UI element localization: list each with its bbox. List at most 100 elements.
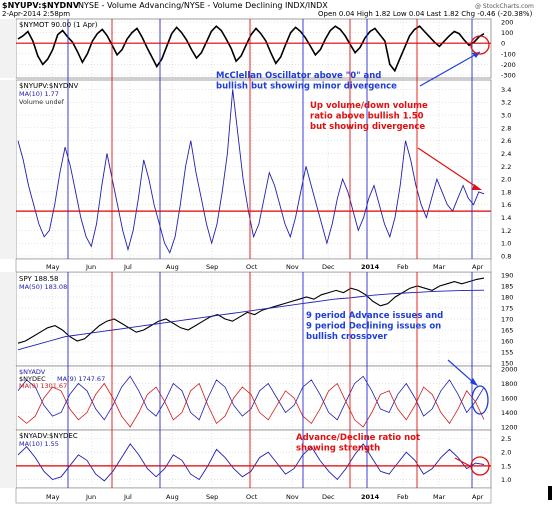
- axis-tick-label: 1800: [501, 380, 518, 388]
- axis-tick-label: 2.2: [501, 163, 511, 171]
- highlight-ellipse: [471, 385, 489, 415]
- legend-ma50: MA(50) 183.08: [19, 283, 67, 291]
- annotation-mcclellan: McClellan Oscillator above "0" and: [216, 71, 381, 81]
- ad-ratio-line: [17, 443, 485, 482]
- panel-title-nymot: $NYMOT 90.00 (1 Apr): [19, 21, 98, 29]
- axis-tick-label: 3.0: [501, 112, 511, 120]
- axis-tick-label: 1600: [501, 395, 518, 403]
- axis-tick-label: 2.0: [501, 176, 511, 184]
- panel-title-updown: $NYUPV:$NYDNV: [19, 82, 78, 90]
- month-label: 2014: [361, 263, 380, 271]
- legend-ma10: MA(10) 1.77: [19, 90, 59, 98]
- month-label: Aug: [166, 263, 179, 271]
- annotation-mcclellan: bullish but showing minor divergence: [216, 82, 397, 92]
- annotation-updown: Up volume/down volume: [310, 101, 428, 111]
- updown-ratio-line: [17, 89, 485, 254]
- month-label: Mar: [433, 493, 446, 501]
- axis-tick-label: 1.6: [501, 201, 511, 209]
- axis-tick-label: 1.0: [501, 476, 511, 484]
- month-label: Dec: [322, 493, 335, 501]
- axis-tick-label: 180: [501, 294, 513, 302]
- month-axis-band: [15, 258, 492, 273]
- month-label: Oct: [246, 493, 258, 501]
- annotation-updown: ratio above bullish 1.50: [310, 112, 424, 122]
- month-label: Jul: [123, 263, 132, 271]
- panel-left-strip: [0, 272, 16, 366]
- legend-nydec: $NYDEC: [19, 375, 46, 383]
- month-axis-band: [15, 487, 492, 504]
- month-label: Jul: [123, 493, 132, 501]
- axis-tick-label: 2000: [501, 366, 518, 374]
- panel-title-spy: SPY 188.58: [19, 275, 59, 283]
- month-label: Apr: [472, 493, 484, 501]
- axis-tick-label: 155: [501, 349, 513, 357]
- stockcharts-watermark: @ StockCharts.com: [475, 3, 534, 10]
- panel-left-strip: [0, 80, 16, 259]
- arrow-line: [419, 51, 481, 87]
- axis-tick-label: 1.2: [501, 227, 511, 235]
- nyadv-ma-line: [17, 375, 485, 421]
- legend-nyadv-ma: MA(9) 1747.67: [57, 375, 105, 383]
- axis-tick-label: 3.2: [501, 99, 511, 107]
- highlight-circle: [470, 456, 490, 476]
- month-label: Aug: [166, 493, 179, 501]
- month-label: Feb: [397, 263, 409, 271]
- axis-tick-label: 3.4: [501, 86, 511, 94]
- axis-tick-label: 165: [501, 327, 513, 335]
- month-label: 2014: [361, 493, 380, 501]
- month-label: Mar: [433, 263, 446, 271]
- annotation-ad-ratio: Advance/Decline ratio not: [296, 433, 420, 443]
- legend-volume: Volume undef: [19, 98, 65, 106]
- arrow-head: [470, 378, 478, 386]
- panel-left-strip: [0, 366, 16, 430]
- annotation-updown: but showing divergence: [310, 122, 425, 132]
- panel-left-strip: [0, 430, 16, 488]
- panel-title-ad-ratio: $NYADV:$NYDEC: [19, 432, 78, 440]
- axis-tick-label: 2.0: [501, 449, 511, 457]
- axis-tick-label: 1.5: [501, 462, 511, 470]
- spy-price-line: [17, 277, 485, 344]
- highlight-circle: [470, 35, 490, 55]
- axis-tick-label: 190: [501, 272, 513, 280]
- chart-date: 2-Apr-2014 2:58pm: [2, 10, 71, 18]
- axis-tick-label: 1.0: [501, 240, 511, 248]
- month-label: May: [46, 493, 60, 501]
- axis-tick-label: 1.4: [501, 214, 511, 222]
- page-edge-mark: [548, 486, 552, 500]
- axis-tick-label: 175: [501, 305, 513, 313]
- annotation-advdec-issues: 9 period Declining issues on: [306, 322, 441, 332]
- legend-nydec-ma: MA(9) 1301.67: [19, 382, 67, 390]
- axis-tick-label: 185: [501, 283, 513, 291]
- month-label: Jun: [85, 263, 96, 271]
- axis-tick-label: 2.5: [501, 435, 511, 443]
- month-label: Sep: [206, 493, 218, 501]
- axis-tick-label: 0.8: [501, 253, 511, 261]
- month-label: Dec: [322, 263, 335, 271]
- axis-tick-label: 1.8: [501, 188, 511, 196]
- annotation-advdec-issues: bullish crossover: [306, 332, 388, 342]
- panel-frame: [15, 429, 492, 489]
- axis-tick-label: -300: [501, 72, 516, 80]
- month-label: Apr: [472, 263, 484, 271]
- axis-tick-label: 2.4: [501, 150, 511, 158]
- arrow-head: [472, 184, 482, 190]
- axis-tick-label: 2.6: [501, 137, 511, 145]
- nydec-ma-line: [17, 382, 485, 428]
- axis-tick-label: 160: [501, 338, 513, 346]
- panel-frame: [15, 18, 492, 79]
- month-label: Nov: [286, 263, 299, 271]
- month-label: May: [46, 263, 60, 271]
- arrow-line: [417, 147, 479, 189]
- axis-tick-label: 2.8: [501, 124, 511, 132]
- chart-symbol: $NYUPV:$NYDNV: [2, 1, 80, 10]
- arrow-line: [447, 359, 475, 384]
- axis-tick-label: 1400: [501, 409, 518, 417]
- axis-tick-label: 170: [501, 316, 513, 324]
- month-label: Oct: [246, 263, 258, 271]
- legend-ad-ma10: MA(10) 1.55: [19, 440, 59, 448]
- axis-tick-label: -200: [501, 61, 516, 69]
- annotation-advdec-issues: 9 period Advance issues and: [306, 311, 443, 321]
- axis-tick-label: -100: [501, 50, 516, 58]
- panel-left-strip: [0, 19, 16, 78]
- axis-tick-label: 100: [501, 29, 513, 37]
